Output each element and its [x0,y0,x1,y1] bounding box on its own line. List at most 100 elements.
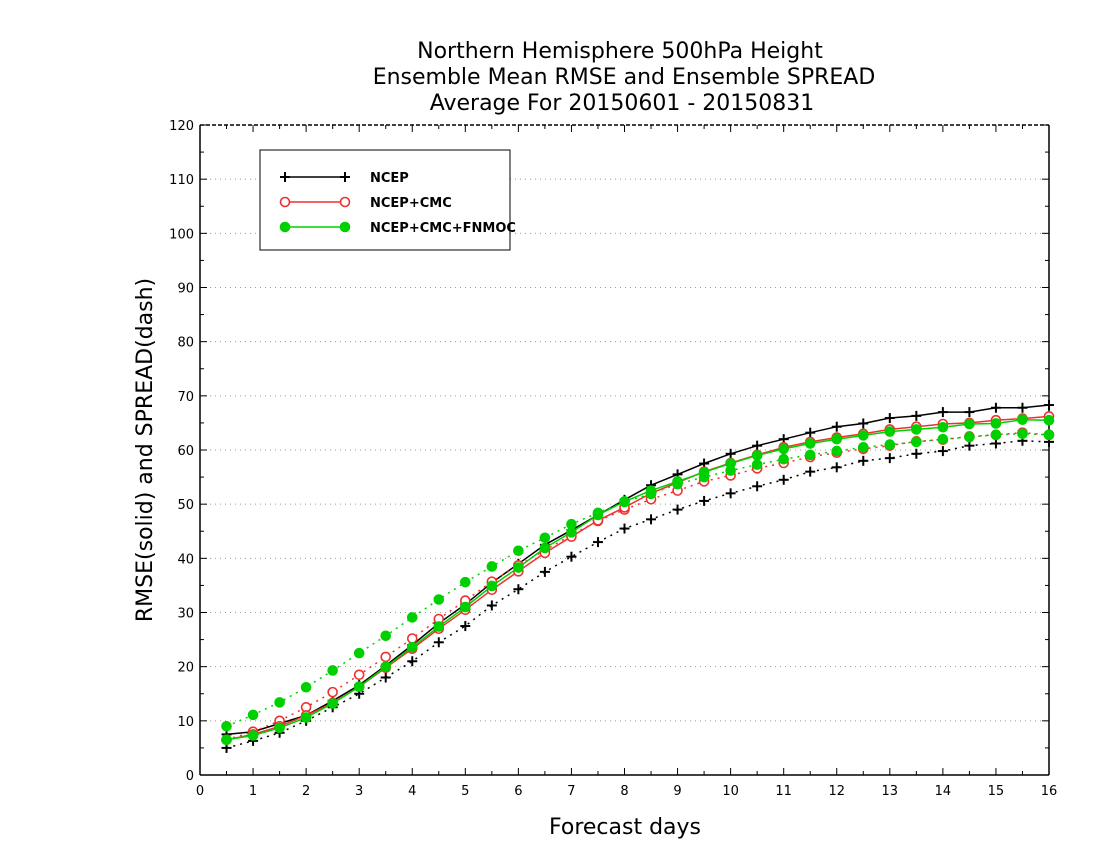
rmse-point [645,485,657,496]
rmse-point [1017,402,1028,413]
rmse-point [937,421,949,433]
spread-point [911,448,922,459]
y-tick-label: 10 [177,715,194,730]
spread-point [937,446,948,457]
spread-point [221,720,232,732]
spread-point [513,584,524,595]
legend-box [259,149,511,251]
spread-point [778,453,789,465]
spread-point [460,576,471,588]
rmse-point [406,641,418,653]
spread-point [990,429,1002,441]
spread-point [566,551,577,562]
rmse-point [778,443,789,455]
rmse-point [327,698,338,709]
spread-point [274,697,285,708]
rmse-line [226,404,1050,736]
legend-marker [279,196,291,208]
rmse-point [300,712,312,723]
x-tick-label: 13 [882,784,899,799]
y-tick-label: 110 [169,173,194,188]
spread-point [699,495,710,506]
legend-marker [339,221,351,233]
rmse-point [486,580,498,592]
spread-point [911,436,922,448]
legend-items: NCEP NCEP+CMC NCEP+CMC+FNMOC [279,171,516,236]
spread-line [226,431,1050,741]
rmse-point [805,427,816,438]
rmse-point [964,418,975,430]
spread-point [539,532,551,544]
legend-marker [340,172,350,182]
x-tick-label: 8 [620,784,628,799]
rmse-point [592,509,604,521]
rmse-point [698,466,710,478]
x-tick-label: 4 [408,784,416,799]
rmse-point [433,621,445,632]
spread-point [486,561,498,572]
x-tick-label: 16 [1041,784,1058,799]
spread-point [327,686,338,698]
legend: NCEP NCEP+CMC NCEP+CMC+FNMOC [259,149,516,251]
spread-point [353,647,365,659]
spread-point [990,438,1001,449]
spread-point [433,637,444,648]
y-tick-label: 100 [169,227,194,242]
rmse-point [725,458,736,469]
rmse-point [460,601,471,613]
rmse-point [353,681,365,693]
x-tick-label: 9 [673,784,681,799]
x-tick-label: 15 [988,784,1005,799]
spread-point [672,504,683,515]
legend-label: NCEP+CMC+FNMOC [370,221,516,236]
spread-line [226,433,1050,727]
spread-point [831,445,843,457]
spread-point [778,474,789,485]
rmse-point [990,402,1001,413]
rmse-point [725,448,736,459]
rmse-point [831,421,842,432]
y-tick-label: 80 [177,336,194,351]
x-tick-labels: 0 1 2 3 4 5 6 7 8 9 10 11 12 13 14 15 16 [196,784,1057,799]
legend-marker [280,172,290,182]
rmse-line [226,418,1050,741]
y-tick-label: 20 [177,661,194,676]
title-line-3: Average For 20150601 - 20150831 [430,91,815,116]
rmse-point [247,730,259,741]
spread-point [858,455,869,466]
x-tick-label: 6 [514,784,522,799]
spread-point [751,459,763,470]
x-tick-label: 12 [828,784,845,799]
x-tick-label: 11 [775,784,792,799]
spread-point [406,612,418,623]
rmse-point [751,450,763,461]
rmse-point [937,407,948,418]
spread-point [619,523,630,534]
x-tick-label: 2 [302,784,310,799]
legend-marker [339,196,351,208]
spread-point [937,433,949,445]
spread-point [1043,429,1055,441]
x-tick-label: 14 [935,784,952,799]
y-tick-label: 60 [177,444,194,459]
rmse-point [380,661,392,672]
rmse-point [1017,414,1028,425]
series-ncep [221,400,1054,753]
spread-point [327,665,338,676]
grid [200,178,1049,722]
axes [199,124,1050,776]
legend-entry: NCEP [280,171,409,186]
y-axis-label: RMSE(solid) and SPREAD(dash) [133,278,158,622]
y-tick-label: 70 [177,390,194,405]
rmse-point [513,562,524,573]
rmse-point [752,440,763,451]
spread-point [380,672,391,683]
series-ncep-cmc-fnmoc [221,414,1055,746]
spread-point [804,449,816,461]
rmse-point [911,424,922,435]
spread-point [460,621,471,632]
rmse-point [884,413,895,424]
spread-point [300,681,312,693]
spread-point [831,462,842,473]
